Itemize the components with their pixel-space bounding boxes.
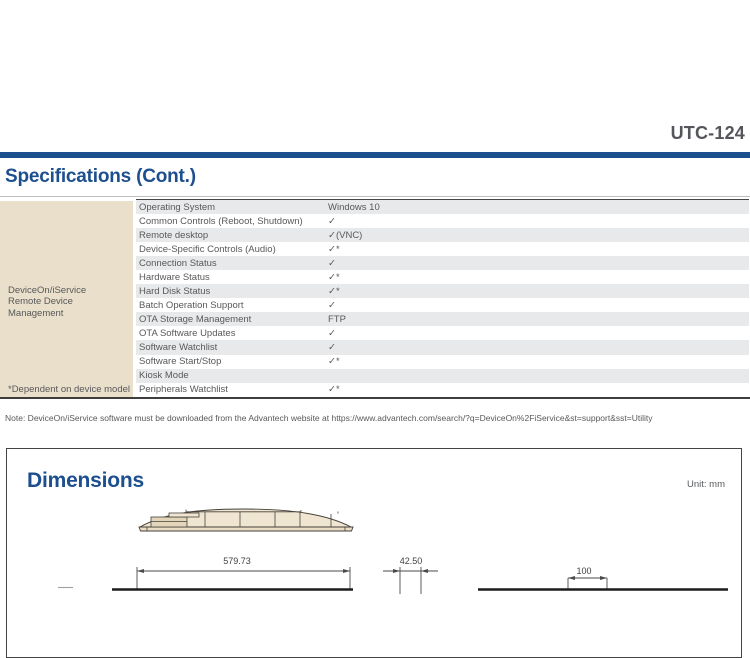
spec-value: ✓	[328, 215, 336, 227]
spec-value: ✓(VNC)	[328, 229, 363, 241]
spec-row: OTA Storage Management FTP	[136, 312, 749, 327]
spec-row: Software Watchlist ✓	[136, 340, 749, 355]
spec-feature: Hard Disk Status	[139, 285, 211, 297]
spec-value: ✓*	[328, 384, 340, 396]
spec-group-cell: DeviceOn/iService Remote Device Manageme…	[0, 200, 133, 397]
spec-value: Windows 10	[328, 201, 380, 213]
spec-rows: Operating System Windows 10 Common Control…	[136, 199, 749, 397]
spec-row: Remote desktop ✓(VNC)	[136, 228, 749, 243]
product-model-title: UTC-124	[670, 123, 745, 143]
spec-value: FTP	[328, 313, 346, 325]
dim-depth-label: 42.50	[400, 556, 423, 566]
spec-feature: Device-Specific Controls (Audio)	[139, 243, 276, 255]
spec-row: Connection Status ✓	[136, 256, 749, 271]
spec-row: Software Start/Stop ✓*	[136, 354, 749, 369]
spec-row: Batch Operation Support ✓	[136, 298, 749, 313]
spec-value: ✓*	[328, 356, 340, 368]
spec-value: ✓	[328, 327, 336, 339]
spec-row: Hard Disk Status ✓*	[136, 284, 749, 299]
spec-feature: OTA Storage Management	[139, 313, 252, 325]
table-bottom-rule	[0, 397, 750, 399]
spec-feature: Software Watchlist	[139, 341, 218, 353]
dimensions-panel: Dimensions Unit: mm 579.73	[6, 448, 742, 658]
spec-feature: Remote desktop	[139, 229, 209, 241]
spec-value: ✓*	[328, 271, 340, 283]
spec-value: ✓*	[328, 243, 340, 255]
spec-feature: OTA Software Updates	[139, 327, 236, 339]
dim-mount-label: 100	[576, 566, 591, 576]
device-side-profile-drawing	[138, 508, 354, 532]
dimension-lines-drawing: 579.73 42.50 100	[58, 556, 728, 594]
spec-value: ✓	[328, 341, 336, 353]
spec-row: Device-Specific Controls (Audio) ✓*	[136, 242, 749, 257]
section-title-rule	[0, 196, 750, 197]
spec-group-label: DeviceOn/iService Remote Device Manageme…	[8, 285, 131, 320]
spec-feature: Kiosk Mode	[139, 370, 189, 382]
spec-row: Hardware Status ✓*	[136, 270, 749, 285]
spec-feature: Connection Status	[139, 257, 217, 269]
spec-value: ✓	[328, 257, 336, 269]
dim-width-label: 579.73	[223, 556, 251, 566]
spec-feature: Operating System	[139, 201, 216, 213]
spec-feature: Hardware Status	[139, 271, 210, 283]
unit-label: Unit: mm	[687, 479, 725, 490]
dimensions-section-title: Dimensions	[27, 469, 145, 492]
spec-row: Operating System Windows 10	[136, 200, 749, 215]
spec-row: Peripherals Watchlist ✓*	[136, 382, 749, 397]
spec-feature: Peripherals Watchlist	[139, 384, 228, 396]
spec-row: Common Controls (Reboot, Shutdown) ✓	[136, 214, 749, 229]
header-accent-bar	[0, 152, 750, 158]
specifications-section-title: Specifications (Cont.)	[5, 166, 196, 187]
spec-feature: Batch Operation Support	[139, 299, 244, 311]
spec-group-footnote: *Dependent on device model	[8, 383, 131, 395]
download-note: Note: DeviceOn/iService software must be…	[5, 413, 653, 423]
spec-row: OTA Software Updates ✓	[136, 326, 749, 341]
spec-row: Kiosk Mode	[136, 368, 749, 383]
spec-group-label-line2: Remote Device Management	[8, 296, 73, 319]
spec-value: ✓	[328, 299, 336, 311]
spec-feature: Software Start/Stop	[139, 356, 222, 368]
spec-group-label-line1: DeviceOn/iService	[8, 284, 87, 296]
spec-value: ✓*	[328, 285, 340, 297]
spec-feature: Common Controls (Reboot, Shutdown)	[139, 215, 303, 227]
specifications-table: DeviceOn/iService Remote Device Manageme…	[0, 199, 750, 399]
